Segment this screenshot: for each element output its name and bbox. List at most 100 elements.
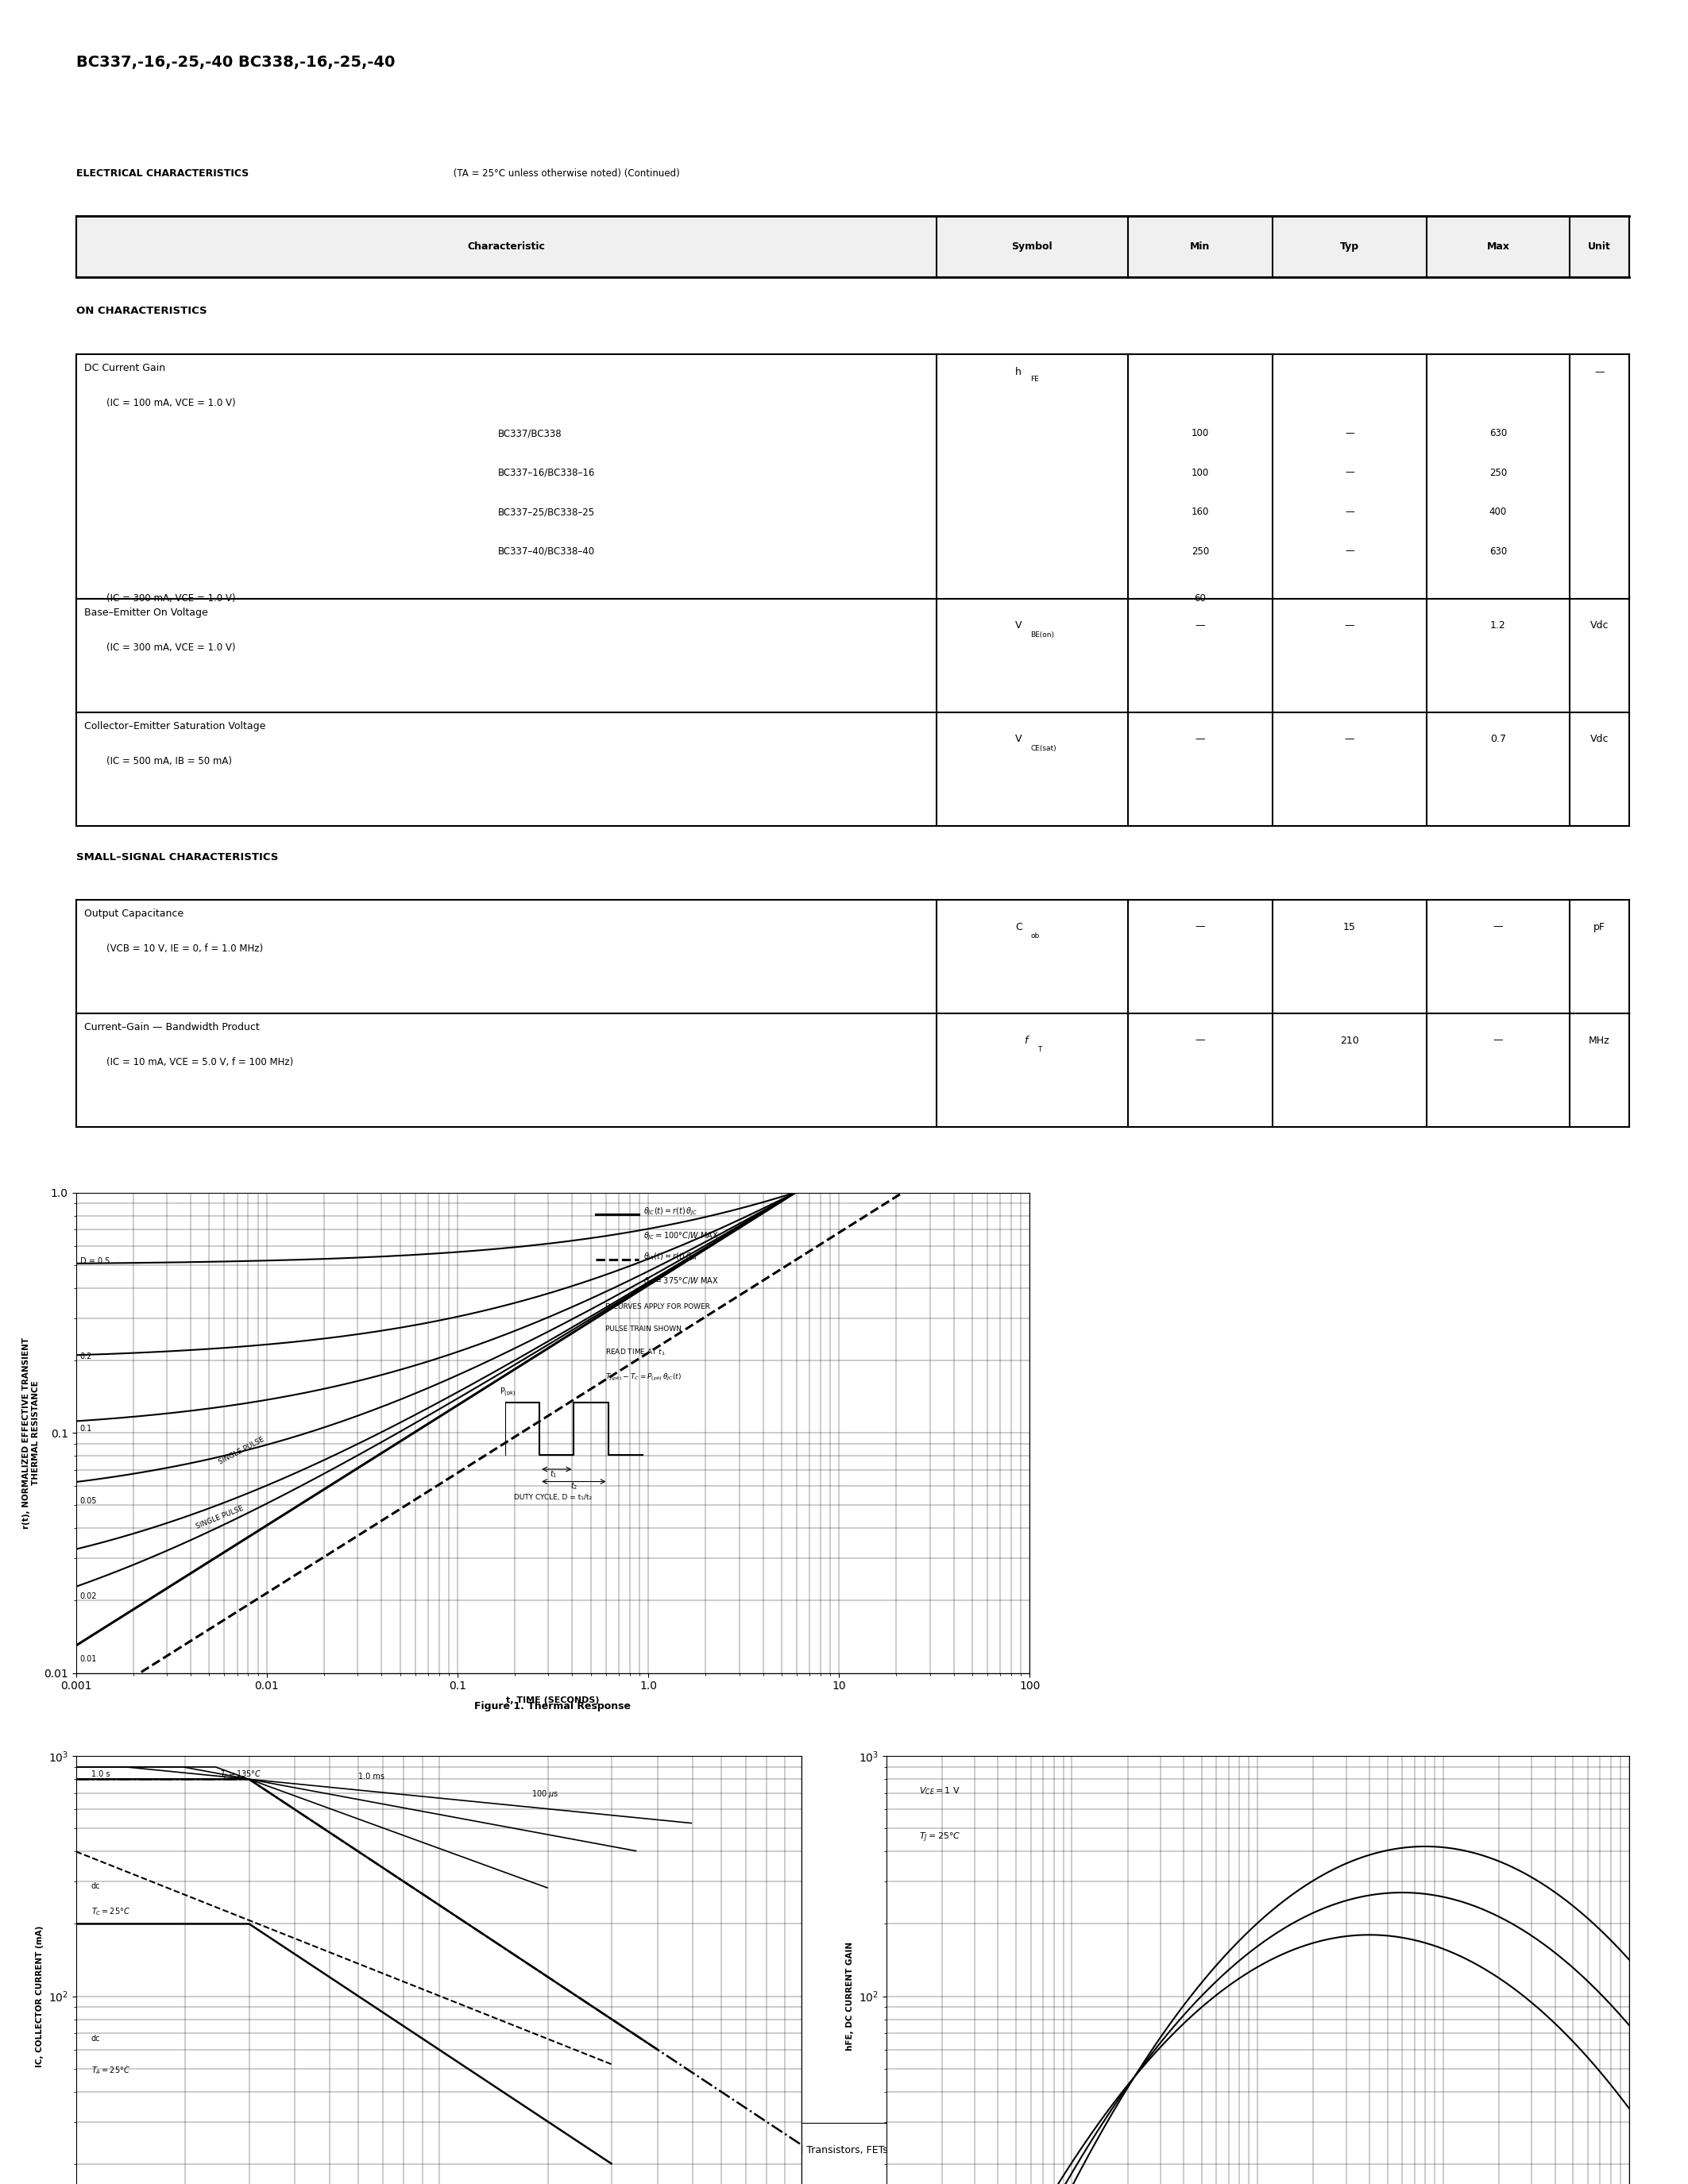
Text: 630: 630 xyxy=(1489,546,1507,557)
Text: BC337,-16,-25,-40 BC338,-16,-25,-40: BC337,-16,-25,-40 BC338,-16,-25,-40 xyxy=(76,55,395,70)
Text: (IC = 10 mA, VCE = 5.0 V, f = 100 MHz): (IC = 10 mA, VCE = 5.0 V, f = 100 MHz) xyxy=(106,1057,294,1068)
Text: Min: Min xyxy=(1190,242,1210,251)
Text: $T_{J(pk)} - T_C = P_{(pk)}\,\theta_{JC}(t)$: $T_{J(pk)} - T_C = P_{(pk)}\,\theta_{JC}… xyxy=(606,1372,682,1382)
Text: 0.1: 0.1 xyxy=(79,1424,93,1433)
Text: BE(on): BE(on) xyxy=(1030,631,1055,638)
Text: 250: 250 xyxy=(1489,467,1507,478)
Text: 1.2: 1.2 xyxy=(1491,620,1506,631)
Text: $\theta_{JA} = 375°C/W$ MAX: $\theta_{JA} = 375°C/W$ MAX xyxy=(643,1275,719,1286)
Text: Characteristic: Characteristic xyxy=(468,242,545,251)
Text: FE: FE xyxy=(1030,376,1040,382)
Text: SINGLE PULSE: SINGLE PULSE xyxy=(218,1435,265,1465)
Text: Current–Gain — Bandwidth Product: Current–Gain — Bandwidth Product xyxy=(84,1022,260,1033)
Text: (TA = 25°C unless otherwise noted) (Continued): (TA = 25°C unless otherwise noted) (Cont… xyxy=(451,168,680,179)
Text: (IC = 100 mA, VCE = 1.0 V): (IC = 100 mA, VCE = 1.0 V) xyxy=(106,397,236,408)
Text: 0.02: 0.02 xyxy=(79,1592,98,1601)
Text: Collector–Emitter Saturation Voltage: Collector–Emitter Saturation Voltage xyxy=(84,721,265,732)
Text: Figure 1. Thermal Response: Figure 1. Thermal Response xyxy=(474,1701,631,1712)
Text: MHz: MHz xyxy=(1588,1035,1610,1046)
Text: 2: 2 xyxy=(76,2145,83,2156)
Text: $T_J = 135°C$: $T_J = 135°C$ xyxy=(221,1769,262,1780)
Text: 630: 630 xyxy=(1489,428,1507,439)
Text: 0.2: 0.2 xyxy=(79,1352,93,1361)
Text: Motorola Small–Signal Transistors, FETs and Diodes Device Data: Motorola Small–Signal Transistors, FETs … xyxy=(694,2145,1011,2156)
Text: BC337/BC338: BC337/BC338 xyxy=(498,428,562,439)
Text: —: — xyxy=(1494,1035,1502,1046)
Text: SINGLE PULSE: SINGLE PULSE xyxy=(194,1505,245,1531)
Text: pF: pF xyxy=(1593,922,1605,933)
Text: $\mathsf{P_{(pk)}}$: $\mathsf{P_{(pk)}}$ xyxy=(500,1387,517,1398)
Text: V: V xyxy=(1016,620,1023,631)
Text: 60: 60 xyxy=(1195,594,1207,603)
Text: 0.01: 0.01 xyxy=(79,1655,96,1662)
Text: —: — xyxy=(1345,507,1354,518)
Text: $t_1$: $t_1$ xyxy=(550,1468,557,1479)
Text: —: — xyxy=(1195,620,1205,631)
Text: (IC = 300 mA, VCE = 1.0 V): (IC = 300 mA, VCE = 1.0 V) xyxy=(106,642,235,653)
Text: Vdc: Vdc xyxy=(1590,734,1609,745)
Text: 1.0 s: 1.0 s xyxy=(91,1771,110,1778)
Text: Typ: Typ xyxy=(1340,242,1359,251)
Text: $V_{CE} = 1$ V: $V_{CE} = 1$ V xyxy=(918,1784,960,1795)
Text: 100: 100 xyxy=(1192,428,1209,439)
Text: 160: 160 xyxy=(1192,507,1209,518)
Text: BC337–40/BC338–40: BC337–40/BC338–40 xyxy=(498,546,594,557)
Text: —: — xyxy=(1494,922,1502,933)
Text: —: — xyxy=(1345,620,1354,631)
Text: Max: Max xyxy=(1487,242,1509,251)
Text: READ TIME AT $t_1$: READ TIME AT $t_1$ xyxy=(606,1348,665,1356)
Text: Vdc: Vdc xyxy=(1590,620,1609,631)
Text: 400: 400 xyxy=(1489,507,1507,518)
Text: ob: ob xyxy=(1030,933,1040,939)
Text: V: V xyxy=(1016,734,1023,745)
Text: —: — xyxy=(1345,594,1354,603)
Text: —: — xyxy=(1195,1035,1205,1046)
Y-axis label: IC, COLLECTOR CURRENT (mA): IC, COLLECTOR CURRENT (mA) xyxy=(35,1926,44,2066)
Text: SMALL–SIGNAL CHARACTERISTICS: SMALL–SIGNAL CHARACTERISTICS xyxy=(76,852,279,863)
Text: Unit: Unit xyxy=(1588,242,1610,251)
Text: dc: dc xyxy=(91,1883,100,1891)
Text: Output Capacitance: Output Capacitance xyxy=(84,909,184,919)
Text: 15: 15 xyxy=(1344,922,1355,933)
Text: T: T xyxy=(1036,1046,1041,1053)
Text: CE(sat): CE(sat) xyxy=(1030,745,1057,751)
Text: $t_2$: $t_2$ xyxy=(571,1481,577,1492)
Text: —: — xyxy=(1345,428,1354,439)
Text: D = 0.5: D = 0.5 xyxy=(79,1256,110,1265)
Text: ON CHARACTERISTICS: ON CHARACTERISTICS xyxy=(76,306,206,317)
Text: PULSE TRAIN SHOWN: PULSE TRAIN SHOWN xyxy=(606,1326,682,1332)
Text: $\theta_{JA}(t) = r(t)\,\theta_{JA}$: $\theta_{JA}(t) = r(t)\,\theta_{JA}$ xyxy=(643,1251,697,1262)
Text: 1.0 ms: 1.0 ms xyxy=(358,1773,385,1780)
Text: Symbol: Symbol xyxy=(1011,242,1053,251)
Text: 100: 100 xyxy=(1192,467,1209,478)
Text: —: — xyxy=(1494,594,1502,603)
Text: DUTY CYCLE, D = t₁/t₂: DUTY CYCLE, D = t₁/t₂ xyxy=(513,1494,592,1500)
Text: h: h xyxy=(1016,367,1021,378)
Text: —: — xyxy=(1345,467,1354,478)
Text: dc: dc xyxy=(91,2035,100,2042)
Text: $\theta_{JC}(t) = r(t)\,\theta_{JC}$: $\theta_{JC}(t) = r(t)\,\theta_{JC}$ xyxy=(643,1206,697,1216)
Text: 210: 210 xyxy=(1340,1035,1359,1046)
Text: —: — xyxy=(1195,922,1205,933)
Text: ELECTRICAL CHARACTERISTICS: ELECTRICAL CHARACTERISTICS xyxy=(76,168,248,179)
Text: —: — xyxy=(1595,367,1604,378)
Text: (IC = 300 mA, VCE = 1.0 V): (IC = 300 mA, VCE = 1.0 V) xyxy=(106,594,235,603)
Text: (IC = 500 mA, IB = 50 mA): (IC = 500 mA, IB = 50 mA) xyxy=(106,756,231,767)
Text: BC337–16/BC338–16: BC337–16/BC338–16 xyxy=(498,467,596,478)
Text: $T_C = 25°C$: $T_C = 25°C$ xyxy=(91,1907,130,1918)
Text: 0.05: 0.05 xyxy=(79,1496,98,1505)
Text: BC337–25/BC338–25: BC337–25/BC338–25 xyxy=(498,507,594,518)
Text: $T_J = 25°C$: $T_J = 25°C$ xyxy=(918,1830,960,1843)
Text: (VCB = 10 V, IE = 0, f = 1.0 MHz): (VCB = 10 V, IE = 0, f = 1.0 MHz) xyxy=(106,943,263,954)
Text: —: — xyxy=(1195,734,1205,745)
Text: f: f xyxy=(1023,1035,1028,1046)
Bar xyxy=(76,216,1629,277)
Y-axis label: r(t), NORMALIZED EFFECTIVE TRANSIENT
THERMAL RESISTANCE: r(t), NORMALIZED EFFECTIVE TRANSIENT THE… xyxy=(22,1337,39,1529)
Text: Base–Emitter On Voltage: Base–Emitter On Voltage xyxy=(84,607,208,618)
Y-axis label: hFE, DC CURRENT GAIN: hFE, DC CURRENT GAIN xyxy=(846,1942,854,2051)
X-axis label: t, TIME (SECONDS): t, TIME (SECONDS) xyxy=(506,1697,599,1704)
Text: $\theta_{JC} = 100°C/W$ MAX: $\theta_{JC} = 100°C/W$ MAX xyxy=(643,1232,719,1243)
Text: $T_A = 25°C$: $T_A = 25°C$ xyxy=(91,2064,130,2075)
Text: 250: 250 xyxy=(1192,546,1209,557)
Text: 0.7: 0.7 xyxy=(1491,734,1506,745)
